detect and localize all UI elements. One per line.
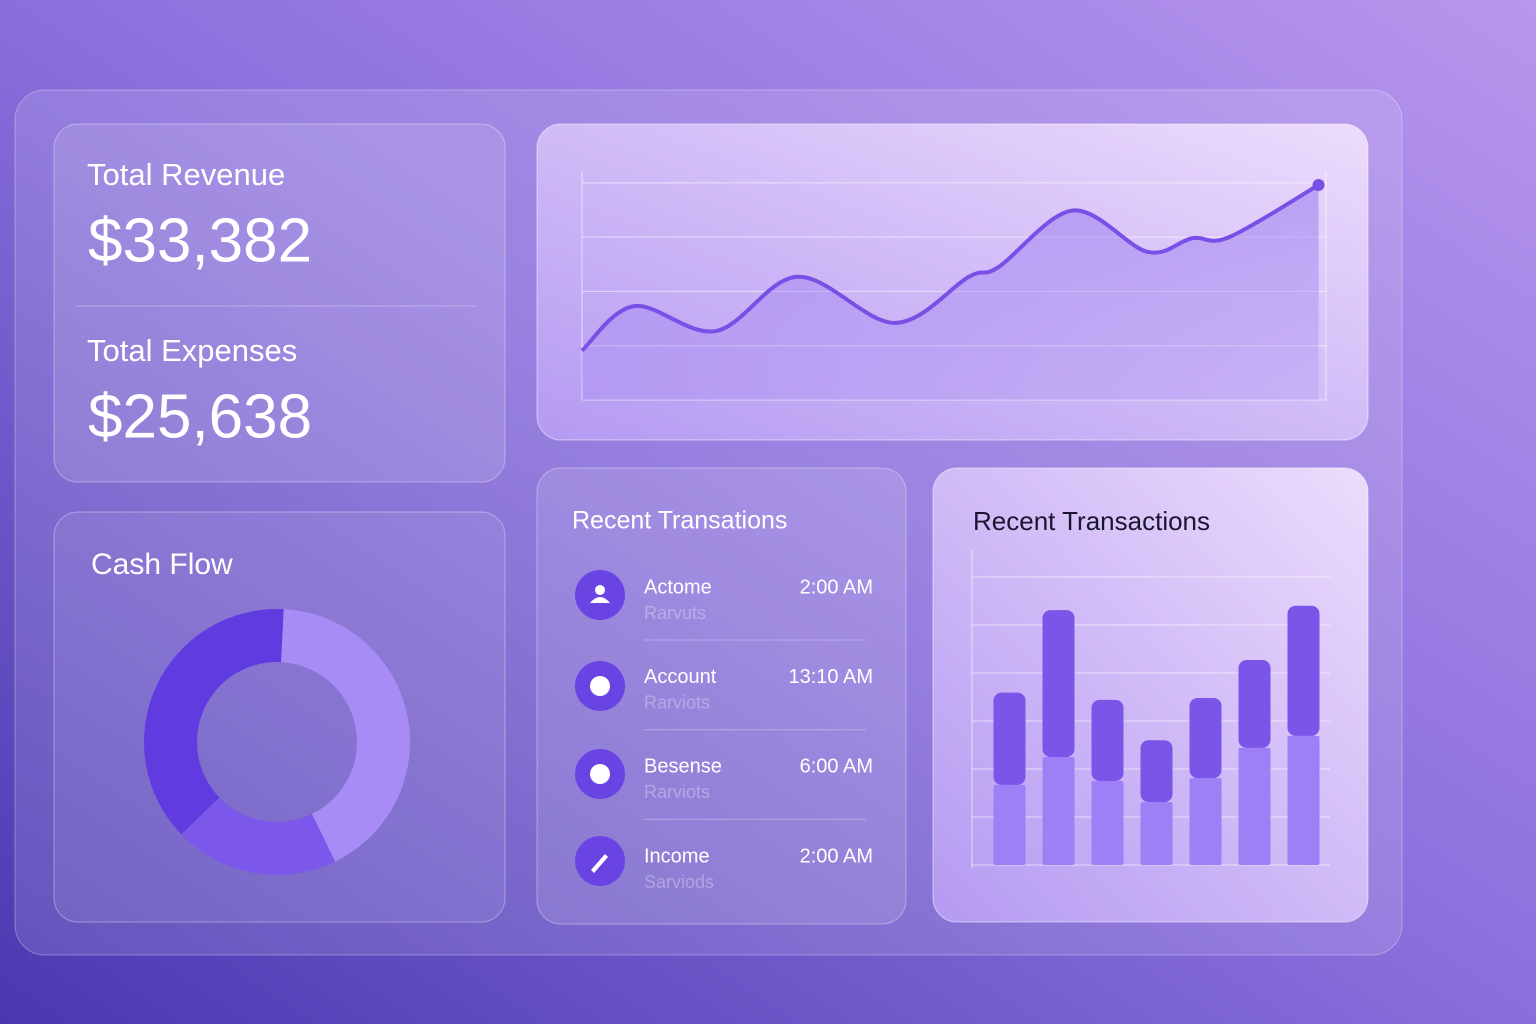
tx-name: Income (644, 845, 710, 867)
bar (1091, 781, 1124, 865)
stat-value: $33,382 (88, 206, 312, 275)
tx-time: 13:10 AM (788, 666, 873, 688)
tx-name: Actome (644, 576, 712, 598)
icon-glyph (590, 764, 610, 784)
bar (1287, 735, 1320, 865)
transaction-list: Actome 2:00 AM Rarvuts Account 13:10 AM Rarvi… (644, 576, 873, 892)
transactions-card (536, 467, 907, 925)
bar (1189, 778, 1222, 865)
bar (1238, 660, 1271, 748)
bar (993, 692, 1026, 785)
bar (1287, 605, 1320, 736)
cashflow-card (53, 511, 506, 923)
tx-detail: Rarvuts (644, 603, 706, 623)
stat-label: Total Revenue (87, 157, 285, 192)
icon-glyph (590, 676, 610, 696)
icon-glyph (595, 585, 605, 595)
bar (1042, 757, 1075, 865)
tx-time: 2:00 AM (800, 845, 873, 867)
pie-slice (144, 609, 284, 835)
pie-slice (280, 609, 410, 862)
bar (1091, 699, 1124, 781)
bar (1238, 747, 1271, 865)
icon-glyph (590, 597, 610, 603)
stats-card (53, 123, 506, 483)
stat-label: Total Expenses (87, 333, 297, 368)
bar (993, 784, 1026, 865)
chart-title: Recent Transactions (973, 506, 1210, 536)
tx-name: Account (644, 666, 717, 688)
stat-value: $25,638 (88, 382, 312, 451)
bar (1042, 610, 1075, 757)
icon-glyph (591, 854, 608, 873)
pie-slice (181, 797, 336, 875)
transaction-icons (575, 570, 625, 886)
tx-detail: Rarviots (644, 692, 710, 712)
chart-title: Cash Flow (91, 548, 233, 581)
line-end-dot (1312, 179, 1325, 192)
tx-detail: Sarviods (644, 872, 714, 892)
bar (1140, 802, 1173, 865)
line (580, 183, 1320, 353)
tx-detail: Rarviots (644, 782, 710, 802)
card-title: Recent Transations (572, 507, 787, 535)
tx-time: 2:00 AM (800, 576, 873, 598)
bar (1140, 740, 1173, 803)
bar (1189, 697, 1222, 779)
tx-name: Besense (644, 756, 722, 778)
tx-time: 6:00 AM (800, 756, 873, 778)
